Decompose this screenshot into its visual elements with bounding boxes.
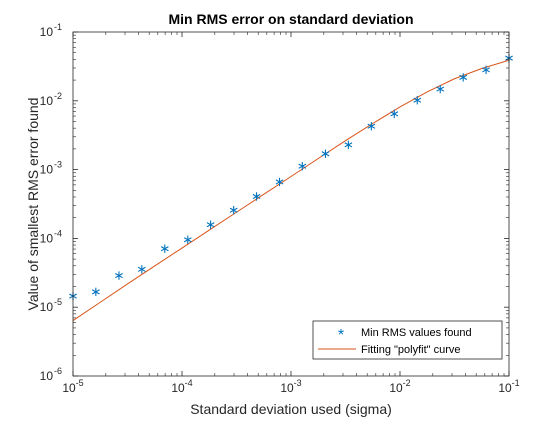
data-point bbox=[275, 177, 284, 187]
data-point bbox=[344, 140, 353, 150]
x-axis-label: Standard deviation used (sigma) bbox=[190, 401, 392, 417]
data-point bbox=[91, 287, 100, 297]
y-tick-exponent: -3 bbox=[54, 160, 62, 170]
y-tick-label: 10 bbox=[40, 94, 54, 108]
data-point bbox=[459, 73, 468, 82]
series-fit-curve bbox=[72, 59, 510, 321]
data-point bbox=[137, 265, 146, 274]
data-point bbox=[298, 162, 307, 171]
data-point bbox=[482, 65, 490, 75]
legend[interactable]: * Min RMS values found Fitting "polyfit"… bbox=[312, 320, 503, 360]
y-tick-exponent: -5 bbox=[54, 297, 62, 307]
axes-layer: 10-5 10-4 10-3 10-2 10-110-610-510-410-310-2… bbox=[40, 22, 520, 395]
x-tick-label: 10-3 bbox=[280, 378, 301, 395]
y-tick-exponent: -4 bbox=[54, 228, 62, 238]
legend-label-line: Fitting "polyfit" curve bbox=[361, 344, 461, 356]
x-tick-label: 10-2 bbox=[389, 378, 410, 395]
data-point bbox=[183, 235, 192, 244]
data-point bbox=[321, 149, 330, 158]
data-point bbox=[390, 109, 399, 119]
y-tick-label: 10 bbox=[40, 25, 54, 39]
y-tick-exponent: -2 bbox=[54, 91, 62, 101]
chart-title: Min RMS error on standard deviation bbox=[168, 11, 413, 27]
y-tick-exponent: -6 bbox=[54, 366, 62, 376]
x-tick-label: 10-1 bbox=[498, 378, 519, 395]
y-tick-exponent: -1 bbox=[54, 22, 62, 32]
y-tick-label: 10 bbox=[40, 300, 54, 314]
legend-label-markers: Min RMS values found bbox=[361, 327, 472, 339]
data-point bbox=[160, 244, 169, 253]
y-tick-label: 10 bbox=[40, 163, 54, 177]
data-point bbox=[367, 122, 376, 131]
plot-area bbox=[73, 32, 509, 376]
data-point bbox=[229, 205, 238, 215]
data-layer bbox=[69, 53, 513, 321]
data-point bbox=[436, 84, 445, 94]
data-point bbox=[413, 96, 422, 105]
x-tick-label: 10-5 bbox=[62, 378, 83, 395]
x-tick-label: 10-4 bbox=[171, 378, 192, 395]
data-point bbox=[252, 192, 261, 201]
y-tick-label: 10 bbox=[40, 369, 54, 383]
legend-box bbox=[312, 320, 503, 360]
y-tick-label: 10 bbox=[40, 231, 54, 245]
y-axis-label: Value of smallest RMS error found bbox=[25, 98, 41, 311]
data-point bbox=[206, 220, 215, 229]
legend-marker-symbol: * bbox=[338, 327, 344, 344]
data-point bbox=[115, 271, 123, 280]
